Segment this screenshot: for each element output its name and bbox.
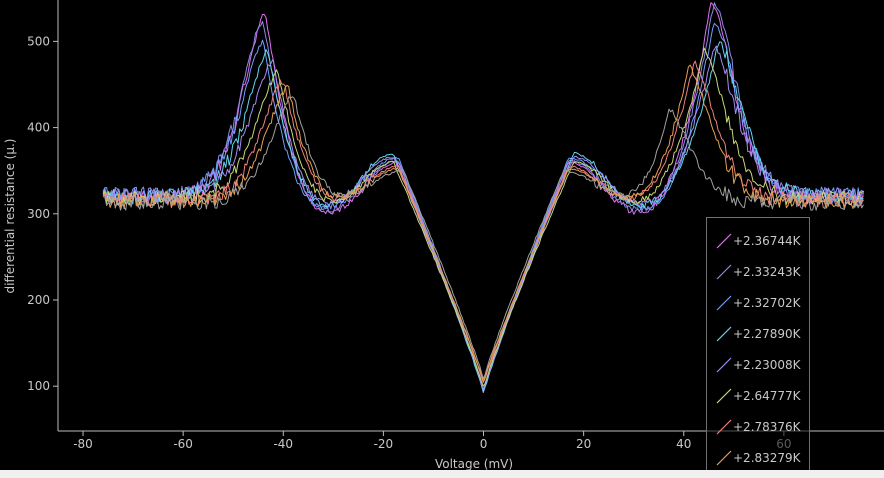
legend-entry: +2.78376K <box>715 416 801 438</box>
y-tick-label: 500 <box>27 34 50 48</box>
legend-swatch-icon <box>716 388 732 404</box>
x-tick-label: 40 <box>676 437 691 451</box>
series-line <box>102 41 864 393</box>
y-axis-label: differential resistance (µ.) <box>3 139 17 294</box>
legend-entry: +2.64777K <box>715 385 801 407</box>
x-tick-label: -80 <box>73 437 93 451</box>
y-tick-label: 100 <box>27 379 50 393</box>
y-tick-label: 400 <box>27 121 50 135</box>
y-tick-label: 300 <box>27 207 50 221</box>
legend-entry: +2.33243K <box>715 261 801 283</box>
x-tick-label: -20 <box>374 437 394 451</box>
legend-label: +2.32702K <box>733 296 801 310</box>
series-line <box>102 64 864 383</box>
x-tick-label: -60 <box>173 437 193 451</box>
series-layer <box>102 2 864 394</box>
legend-swatch-icon <box>716 233 732 249</box>
legend-swatch-icon <box>716 450 732 466</box>
x-tick-label: 20 <box>576 437 591 451</box>
legend-label: +2.33243K <box>733 265 801 279</box>
legend-entry: +2.27890K <box>715 323 801 345</box>
legend: +2.36744K +2.33243K +2.32702K +2.27890K +2.2… <box>706 217 810 474</box>
legend-swatch-icon <box>716 357 732 373</box>
legend-entry: +2.36744K <box>715 230 801 252</box>
series-line <box>102 47 864 387</box>
legend-label: +2.23008K <box>733 358 801 372</box>
series-line <box>103 96 864 380</box>
legend-entry: +2.32702K <box>715 292 801 314</box>
series-line <box>102 45 864 390</box>
legend-entry: +2.83279K <box>715 447 801 469</box>
legend-swatch-icon <box>716 419 732 435</box>
x-axis-label: Voltage (mV) <box>435 457 513 471</box>
window-bottom-edge <box>0 470 884 478</box>
legend-label: +2.64777K <box>733 389 801 403</box>
x-tick-label: -40 <box>273 437 293 451</box>
legend-label: +2.27890K <box>733 327 801 341</box>
legend-label: +2.83279K <box>733 451 801 465</box>
legend-swatch-icon <box>716 326 732 342</box>
x-tick-label: 0 <box>480 437 488 451</box>
legend-label: +2.78376K <box>733 420 801 434</box>
ticks-layer: -80-60-40-200204060100200300400500 <box>27 34 791 451</box>
y-tick-label: 200 <box>27 293 50 307</box>
legend-entry: +2.23008K <box>715 354 801 376</box>
legend-swatch-icon <box>716 264 732 280</box>
legend-label: +2.36744K <box>733 234 801 248</box>
legend-swatch-icon <box>716 295 732 311</box>
